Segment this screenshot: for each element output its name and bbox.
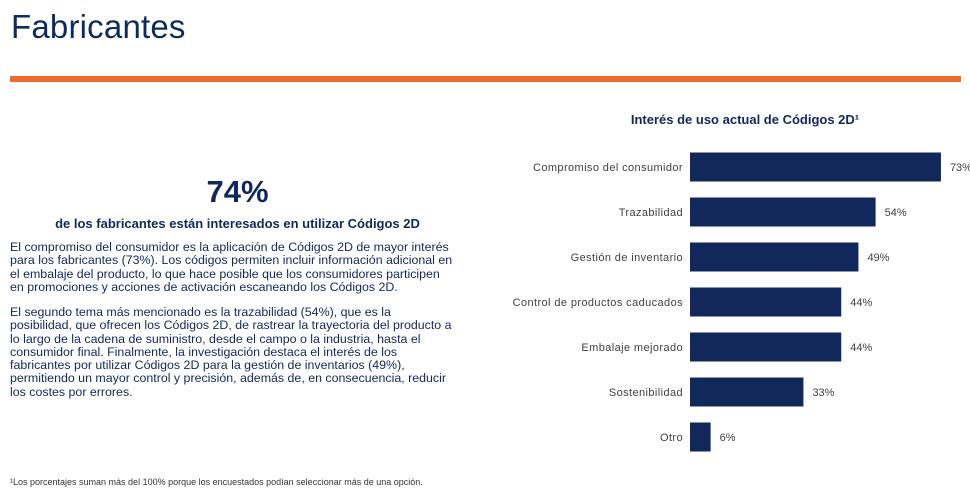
value-label: 49% [867,252,889,264]
value-label: 73% [950,162,970,174]
footnote: ¹Los porcentajes suman más del 100% porq… [10,477,423,487]
category-label: Control de productos caducados [513,297,683,309]
value-label: 6% [720,432,736,444]
value-label: 44% [850,297,872,309]
value-label: 54% [885,207,907,219]
bar [690,332,842,362]
bar [690,377,804,407]
value-label: 33% [812,387,834,399]
category-label: Compromiso del consumidor [533,162,683,174]
bar [690,287,842,317]
body-paragraph-2: El segundo tema más mencionado es la tra… [10,305,452,399]
bar [690,197,876,227]
value-label: 44% [850,342,872,354]
headline-caption: de los fabricantes están interesados en … [55,216,420,231]
bar [690,242,859,272]
category-label: Otro [660,432,683,444]
category-label: Embalaje mejorado [581,342,683,354]
category-label: Trazabilidad [619,207,683,219]
accent-rule [10,76,961,82]
category-label: Sostenibilidad [609,387,683,399]
category-label: Gestión de inventario [571,252,683,264]
bar [690,152,941,182]
chart-title: Interés de uso actual de Códigos 2D¹ [630,112,860,127]
bar [690,422,711,452]
page-title: Fabricantes [11,8,186,45]
bar-chart: Compromiso del consumidor 73% Trazabilidad… [513,152,970,452]
headline-stat: 74% [206,174,269,209]
body-paragraph-1: El compromiso del consumidor es la aplic… [10,240,453,294]
